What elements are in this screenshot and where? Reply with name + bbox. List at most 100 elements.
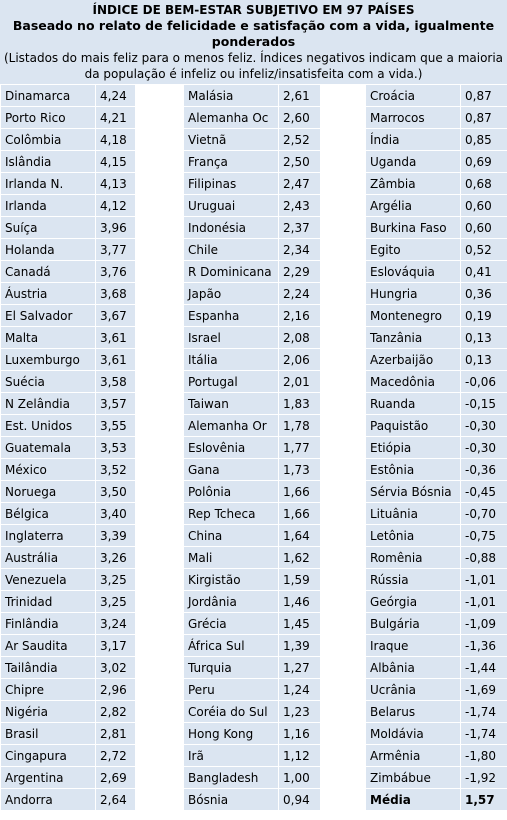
score-cell: 0,52	[460, 238, 507, 261]
spacer	[135, 722, 184, 745]
row: Ar Saudita 3,17 África Sul 1,39 Iraque -1,36	[0, 634, 507, 657]
spacer	[320, 436, 366, 459]
score-cell: -1,69	[460, 678, 507, 701]
score-cell: 0,19	[460, 304, 507, 327]
country-cell: Ruanda	[365, 392, 461, 415]
country-cell: Vietnã	[183, 128, 279, 151]
score-cell: 3,67	[95, 304, 136, 327]
spacer	[320, 216, 366, 239]
spacer	[320, 326, 366, 349]
country-cell: Islândia	[0, 150, 96, 173]
score-cell: 2,16	[278, 304, 321, 327]
spacer	[320, 766, 366, 789]
spacer	[135, 436, 184, 459]
score-cell: 1,83	[278, 392, 321, 415]
country-cell: Taiwan	[183, 392, 279, 415]
spacer	[135, 282, 184, 305]
country-cell: Romênia	[365, 546, 461, 569]
score-cell: 1,73	[278, 458, 321, 481]
score-cell: -0,45	[460, 480, 507, 503]
country-cell: Azerbaijão	[365, 348, 461, 371]
score-cell: 1,39	[278, 634, 321, 657]
row: Colômbia 4,18 Vietnã 2,52 Índia 0,85	[0, 128, 507, 151]
country-cell: Canadá	[0, 260, 96, 283]
spacer	[135, 326, 184, 349]
spacer	[135, 216, 184, 239]
country-cell: Bangladesh	[183, 766, 279, 789]
score-cell: 4,21	[95, 106, 136, 129]
score-cell: 2,50	[278, 150, 321, 173]
score-cell: 3,96	[95, 216, 136, 239]
score-cell: -0,75	[460, 524, 507, 547]
spacer	[320, 458, 366, 481]
country-cell: Luxemburgo	[0, 348, 96, 371]
score-cell: 2,01	[278, 370, 321, 393]
score-cell: 0,13	[460, 348, 507, 371]
country-cell: Malta	[0, 326, 96, 349]
score-cell: 1,66	[278, 480, 321, 503]
country-cell: Peru	[183, 678, 279, 701]
country-cell: Malásia	[183, 84, 279, 107]
country-cell: Eslováquia	[365, 260, 461, 283]
country-cell: Filipinas	[183, 172, 279, 195]
score-cell: -0,36	[460, 458, 507, 481]
score-cell: 2,06	[278, 348, 321, 371]
country-cell: Alemanha Or	[183, 414, 279, 437]
country-cell: Chile	[183, 238, 279, 261]
spacer	[320, 392, 366, 415]
row: Áustria 3,68 Japão 2,24 Hungria 0,36	[0, 282, 507, 305]
row: Guatemala 3,53 Eslovênia 1,77 Etiópia -0,30	[0, 436, 507, 459]
country-cell: Zâmbia	[365, 172, 461, 195]
header: ÍNDICE DE BEM-ESTAR SUBJETIVO EM 97 PAÍS…	[0, 0, 507, 84]
country-cell: África Sul	[183, 634, 279, 657]
country-cell: Bulgária	[365, 612, 461, 635]
country-cell: Eslovênia	[183, 436, 279, 459]
country-cell: Argélia	[365, 194, 461, 217]
score-cell: 4,18	[95, 128, 136, 151]
score-cell: 2,72	[95, 744, 136, 767]
score-cell: 3,50	[95, 480, 136, 503]
title: ÍNDICE DE BEM-ESTAR SUBJETIVO EM 97 PAÍS…	[92, 3, 415, 17]
row: Porto Rico 4,21 Alemanha Oc 2,60 Marrocos 0,8…	[0, 106, 507, 129]
spacer	[320, 744, 366, 767]
country-cell: Argentina	[0, 766, 96, 789]
row: Dinamarca 4,24 Malásia 2,61 Croácia 0,87	[0, 84, 507, 107]
score-cell: 2,96	[95, 678, 136, 701]
score-cell: 3,52	[95, 458, 136, 481]
country-cell: Finlândia	[0, 612, 96, 635]
country-cell: Porto Rico	[0, 106, 96, 129]
score-cell: 3,57	[95, 392, 136, 415]
country-cell: Cingapura	[0, 744, 96, 767]
score-cell: 0,13	[460, 326, 507, 349]
country-cell: Hong Kong	[183, 722, 279, 745]
spacer	[135, 172, 184, 195]
row: Argentina 2,69 Bangladesh 1,00 Zimbábue -1,92	[0, 766, 507, 789]
spacer	[135, 546, 184, 569]
spacer	[320, 370, 366, 393]
country-cell: Irlanda N.	[0, 172, 96, 195]
score-cell: 1,78	[278, 414, 321, 437]
spacer	[320, 546, 366, 569]
country-cell: Brasil	[0, 722, 96, 745]
score-cell: 0,85	[460, 128, 507, 151]
country-cell: Macedônia	[365, 370, 461, 393]
spacer	[135, 700, 184, 723]
spacer	[320, 348, 366, 371]
country-cell: Zimbábue	[365, 766, 461, 789]
row: México 3,52 Gana 1,73 Estônia -0,36	[0, 458, 507, 481]
table-body: Dinamarca 4,24 Malásia 2,61 Croácia 0,87 Porto…	[0, 84, 507, 811]
score-cell: 3,40	[95, 502, 136, 525]
score-cell: 2,08	[278, 326, 321, 349]
score-cell: 2,37	[278, 216, 321, 239]
country-cell: Montenegro	[365, 304, 461, 327]
spacer	[135, 348, 184, 371]
score-cell: -1,74	[460, 700, 507, 723]
spacer	[320, 414, 366, 437]
score-cell: 3,61	[95, 326, 136, 349]
score-cell: 2,60	[278, 106, 321, 129]
score-cell: -1,09	[460, 612, 507, 635]
country-cell: Rússia	[365, 568, 461, 591]
score-cell: 3,77	[95, 238, 136, 261]
country-cell: Kirgistão	[183, 568, 279, 591]
country-cell: Grécia	[183, 612, 279, 635]
